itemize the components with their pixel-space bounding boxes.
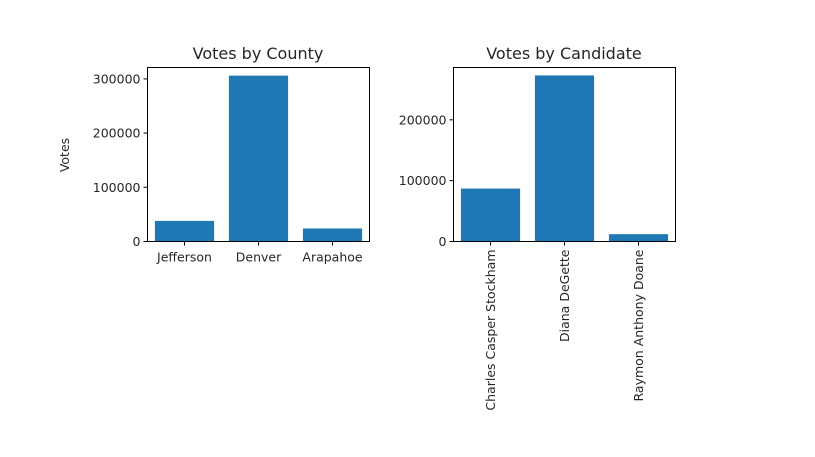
x-tick-label: Charles Casper Stockham xyxy=(483,250,498,411)
bar-charles-casper-stockham xyxy=(460,188,521,242)
y-tick-label: 300000 xyxy=(93,71,141,86)
bar-diana-degette xyxy=(534,75,595,242)
chart-title: Votes by Candidate xyxy=(486,44,642,63)
x-tick-label: Denver xyxy=(236,250,282,265)
bar-raymon-anthony-doane xyxy=(608,234,669,242)
bar-jefferson xyxy=(154,220,215,242)
y-tick-label: 0 xyxy=(133,234,141,249)
bar-arapahoe xyxy=(302,228,363,242)
axis-ticks: Charles Casper Stockham Diana DeGette Raym… xyxy=(399,112,646,410)
bars xyxy=(460,75,669,242)
y-tick-label: 0 xyxy=(439,234,447,249)
plot-frame xyxy=(147,67,370,242)
axis-ticks: Jefferson Denver Arapahoe 0 100000 200000 3000… xyxy=(93,71,363,264)
chart-panel-county: Votes by County Votes Jefferson Denver Ara… xyxy=(57,44,370,265)
x-tick-label: Jefferson xyxy=(156,250,212,265)
chart-panel-candidate: Votes by Candidate Charles Casper Stockh… xyxy=(399,44,676,411)
x-tick-label: Arapahoe xyxy=(302,250,363,265)
bar-denver xyxy=(228,75,289,242)
x-tick-label: Raymon Anthony Doane xyxy=(631,249,646,401)
y-tick-label: 100000 xyxy=(399,173,447,188)
plot-frame xyxy=(453,67,676,242)
y-axis-label: Votes xyxy=(57,138,72,172)
y-tick-label: 200000 xyxy=(399,112,447,127)
bars xyxy=(154,75,363,242)
y-tick-label: 200000 xyxy=(93,126,141,141)
y-tick-label: 100000 xyxy=(93,180,141,195)
chart-title: Votes by County xyxy=(193,44,324,63)
x-tick-label: Diana DeGette xyxy=(557,249,572,342)
